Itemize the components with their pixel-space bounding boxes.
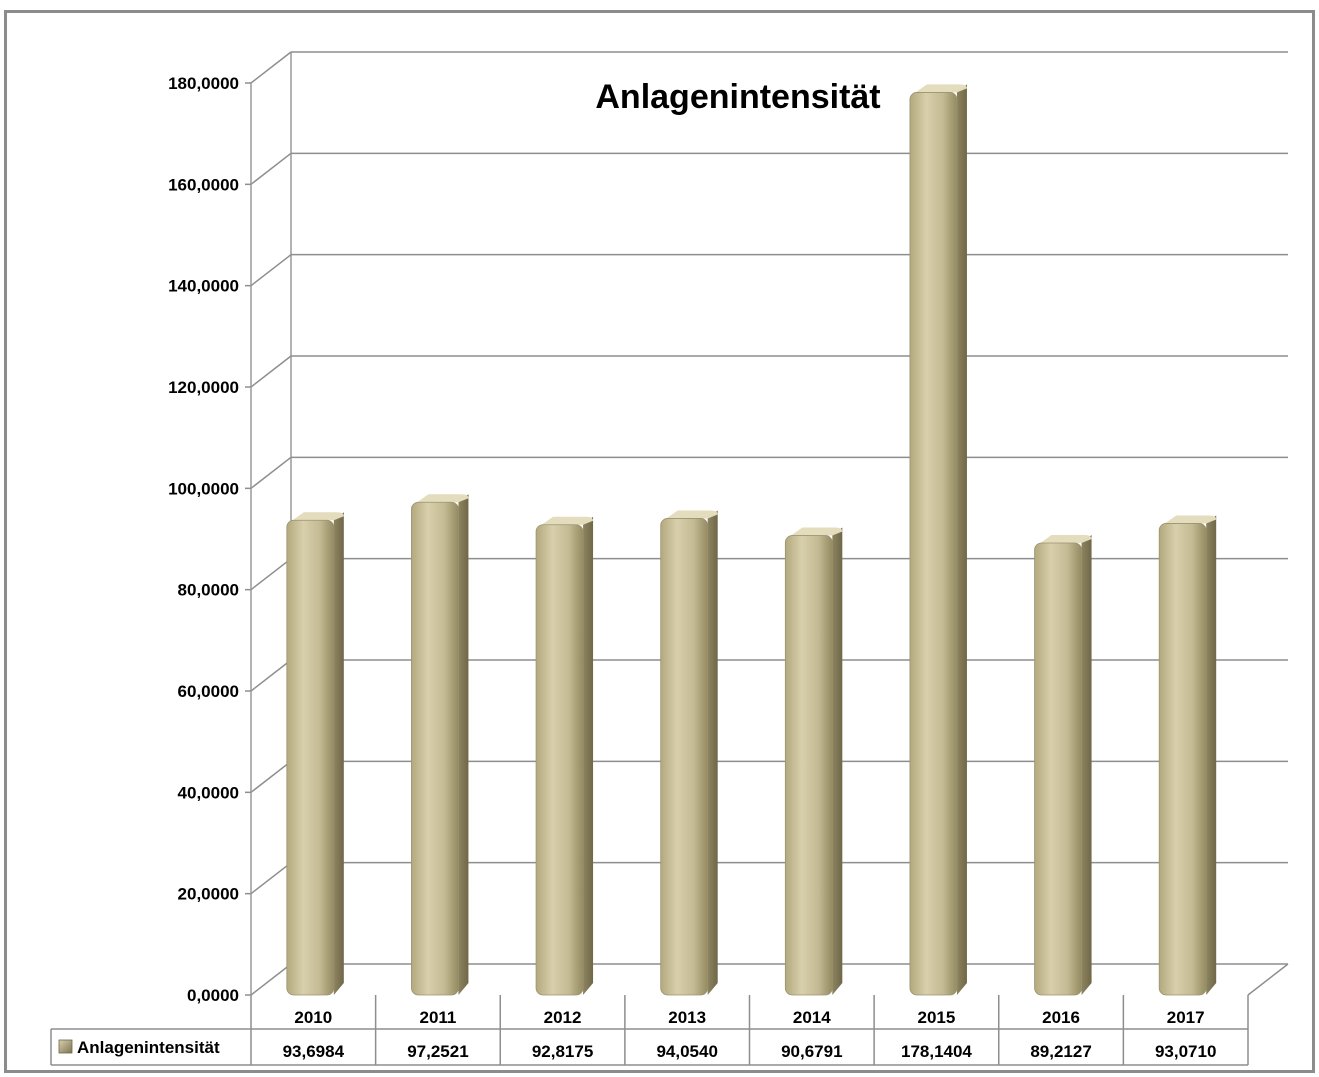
y-tick-label: 100,0000: [168, 479, 239, 498]
floor-edge: [1247, 963, 1289, 996]
gridline-depth: [250, 51, 292, 84]
gridline-depth: [250, 152, 292, 185]
x-tick-label: 2012: [544, 1008, 582, 1027]
y-tick-label: 0,0000: [187, 986, 239, 1005]
bar: [660, 510, 718, 996]
x-tick-label: 2017: [1167, 1008, 1205, 1027]
bar-front: [909, 92, 958, 996]
bar-front: [535, 524, 584, 996]
gridline-depth: [250, 862, 292, 895]
bar-front: [1158, 523, 1207, 996]
legend-series-name: Anlagenintensität: [77, 1038, 220, 1057]
data-table-value: 97,2521: [407, 1042, 468, 1061]
y-tick-label: 80,0000: [178, 581, 239, 600]
data-table-value: 93,0710: [1155, 1042, 1216, 1061]
bar-side: [333, 512, 344, 995]
bar: [411, 494, 469, 996]
bar-side: [956, 84, 967, 995]
chart-frame: 0,0000 20,0000 40,0000 60,0000 80,0000 100,00…: [4, 10, 1315, 1073]
bar-front: [286, 519, 335, 996]
bar: [784, 527, 843, 996]
bar-side: [583, 516, 594, 995]
bar-side: [832, 527, 843, 995]
chart-title: Anlagenintensität: [595, 78, 880, 116]
y-tick-label: 120,0000: [168, 378, 239, 397]
data-table-value: 89,2127: [1030, 1042, 1091, 1061]
bar-side: [458, 494, 469, 995]
bar-front: [411, 501, 459, 996]
bars: [286, 84, 1217, 996]
y-tick-label: 180,0000: [168, 74, 239, 93]
bar: [535, 516, 594, 996]
legend-swatch: [58, 1039, 73, 1054]
y-axis: 0,0000 20,0000 40,0000 60,0000 80,0000 100,00…: [168, 74, 252, 1005]
data-table-value: 178,1404: [901, 1042, 972, 1061]
gridline-depth: [250, 659, 292, 692]
bar-side: [1206, 515, 1217, 995]
y-tick-label: 160,0000: [168, 175, 239, 194]
x-tick-label: 2016: [1042, 1008, 1080, 1027]
bar-side: [1081, 534, 1092, 995]
bar-front: [1034, 542, 1082, 996]
gridline-depth: [250, 558, 292, 591]
bar: [909, 84, 967, 996]
x-tick-label: 2013: [668, 1008, 706, 1027]
x-tick-label: 2011: [419, 1008, 456, 1027]
gridline-depth: [250, 760, 292, 793]
x-tick-label: 2010: [294, 1008, 332, 1027]
x-tick-label: 2015: [918, 1008, 956, 1027]
bar: [286, 512, 344, 996]
chart-svg: 0,0000 20,0000 40,0000 60,0000 80,0000 100,00…: [50, 51, 1289, 1066]
gridline-depth: [250, 456, 292, 489]
bar: [1158, 515, 1217, 996]
data-table-value: 92,8175: [532, 1042, 593, 1061]
y-tick-label: 20,0000: [178, 885, 239, 904]
y-tick-label: 40,0000: [178, 783, 239, 802]
gridlines: [250, 51, 1289, 996]
bar-front: [660, 518, 709, 996]
data-table: Anlagenintensität 2010 93,6984 2011 97,2521 2…: [50, 995, 1249, 1066]
y-tick-label: 60,0000: [178, 682, 239, 701]
bar-front: [784, 535, 833, 996]
data-table-value: 93,6984: [283, 1042, 345, 1061]
gridline-depth: [250, 254, 292, 287]
gridline-depth: [250, 963, 292, 996]
x-tick-label: 2014: [793, 1008, 831, 1027]
data-table-value: 94,0540: [656, 1042, 717, 1061]
y-tick-label: 140,0000: [168, 277, 239, 296]
gridline-depth: [250, 355, 292, 388]
data-table-value: 90,6791: [781, 1042, 842, 1061]
bar-side: [707, 510, 718, 995]
bar: [1034, 534, 1092, 996]
